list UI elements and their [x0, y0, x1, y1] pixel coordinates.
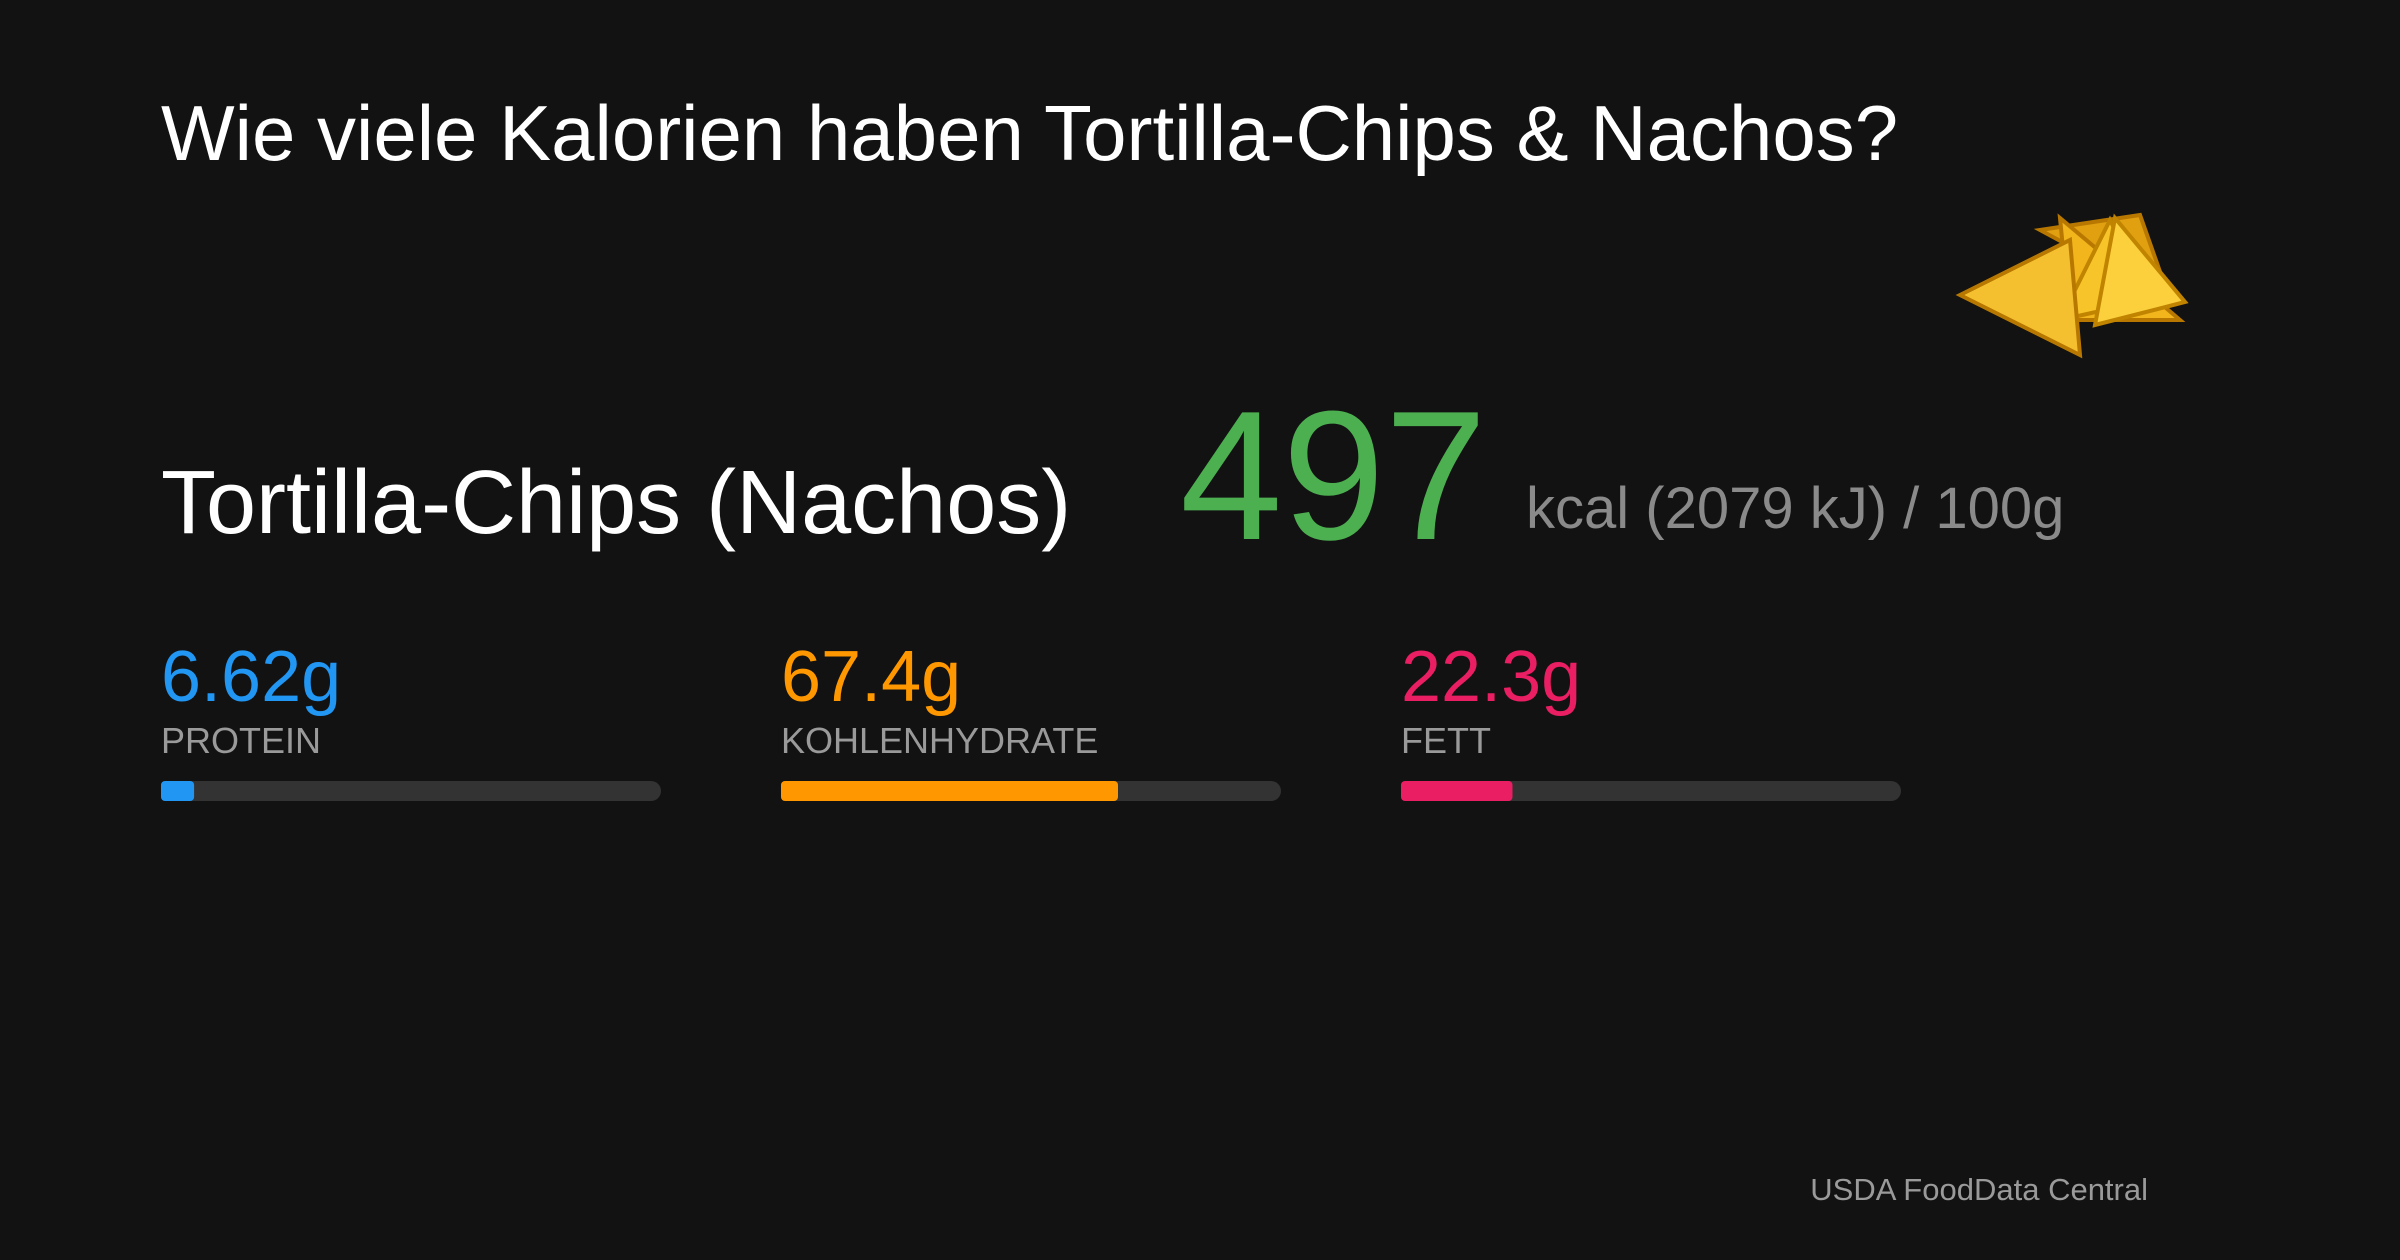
title: Wie viele Kalorien haben Tortilla-Chips …: [161, 89, 1898, 177]
nutrient-name: FETT: [1401, 720, 1491, 761]
bar: [781, 781, 1118, 801]
kcal-value: 497: [1180, 372, 1487, 578]
source: USDA FoodData Central: [1810, 1172, 2148, 1207]
nutrient-name: KOHLENHYDRATE: [781, 720, 1098, 761]
bar-track: [161, 781, 661, 801]
bar-track: [1401, 781, 1901, 801]
bar: [1401, 781, 1513, 801]
chips-icon: [1955, 212, 2189, 359]
nutrient-name: PROTEIN: [161, 720, 321, 761]
bar: [161, 781, 195, 801]
kcal-unit: kcal (2079 kJ) / 100g: [1526, 476, 2064, 541]
food-name: Tortilla-Chips (Nachos): [161, 453, 1071, 553]
nutrient-value: 22.3g: [1401, 637, 1581, 717]
nutrient-value: 6.62g: [161, 637, 341, 717]
nutrient-value: 67.4g: [781, 637, 961, 717]
